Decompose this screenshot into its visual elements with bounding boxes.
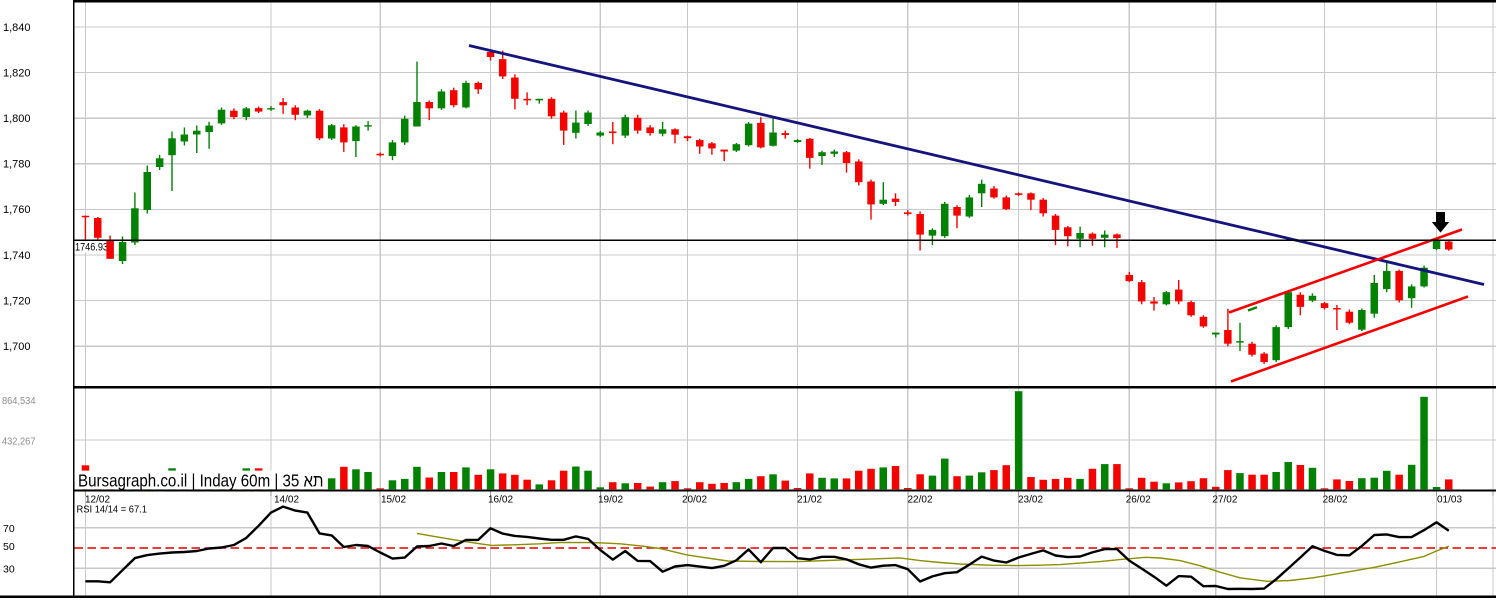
svg-text:Bursagraph.co.il | Inday 60m |: Bursagraph.co.il | Inday 60m | 35 תא — [78, 470, 324, 490]
svg-text:70: 70 — [3, 523, 15, 535]
svg-text:14/02: 14/02 — [274, 495, 299, 506]
svg-text:27/02: 27/02 — [1212, 495, 1237, 506]
svg-text:1,740: 1,740 — [3, 250, 31, 262]
svg-text:1,840: 1,840 — [3, 22, 31, 34]
svg-text:50: 50 — [3, 541, 15, 553]
svg-text:432,267: 432,267 — [2, 437, 36, 448]
svg-text:1,780: 1,780 — [3, 159, 31, 171]
svg-text:20/02: 20/02 — [682, 495, 707, 506]
svg-text:1,800: 1,800 — [3, 113, 31, 125]
svg-text:22/02: 22/02 — [908, 495, 933, 506]
svg-text:12/02: 12/02 — [85, 495, 110, 506]
svg-text:RSI 14/14 = 67.1: RSI 14/14 = 67.1 — [77, 505, 148, 516]
svg-text:864,534: 864,534 — [2, 396, 36, 407]
svg-text:1,700: 1,700 — [3, 341, 31, 353]
svg-text:15/02: 15/02 — [381, 495, 406, 506]
svg-text:1,820: 1,820 — [3, 67, 31, 79]
svg-text:1,760: 1,760 — [3, 204, 31, 216]
svg-text:23/02: 23/02 — [1018, 495, 1043, 506]
svg-text:1746.93: 1746.93 — [75, 242, 108, 254]
svg-text:21/02: 21/02 — [797, 495, 822, 506]
svg-text:30: 30 — [3, 564, 15, 576]
svg-text:16/02: 16/02 — [488, 495, 513, 506]
svg-text:19/02: 19/02 — [598, 495, 623, 506]
svg-text:01/03: 01/03 — [1437, 495, 1462, 506]
svg-text:28/02: 28/02 — [1323, 495, 1348, 506]
svg-text:26/02: 26/02 — [1126, 495, 1151, 506]
svg-text:1,720: 1,720 — [3, 295, 31, 307]
